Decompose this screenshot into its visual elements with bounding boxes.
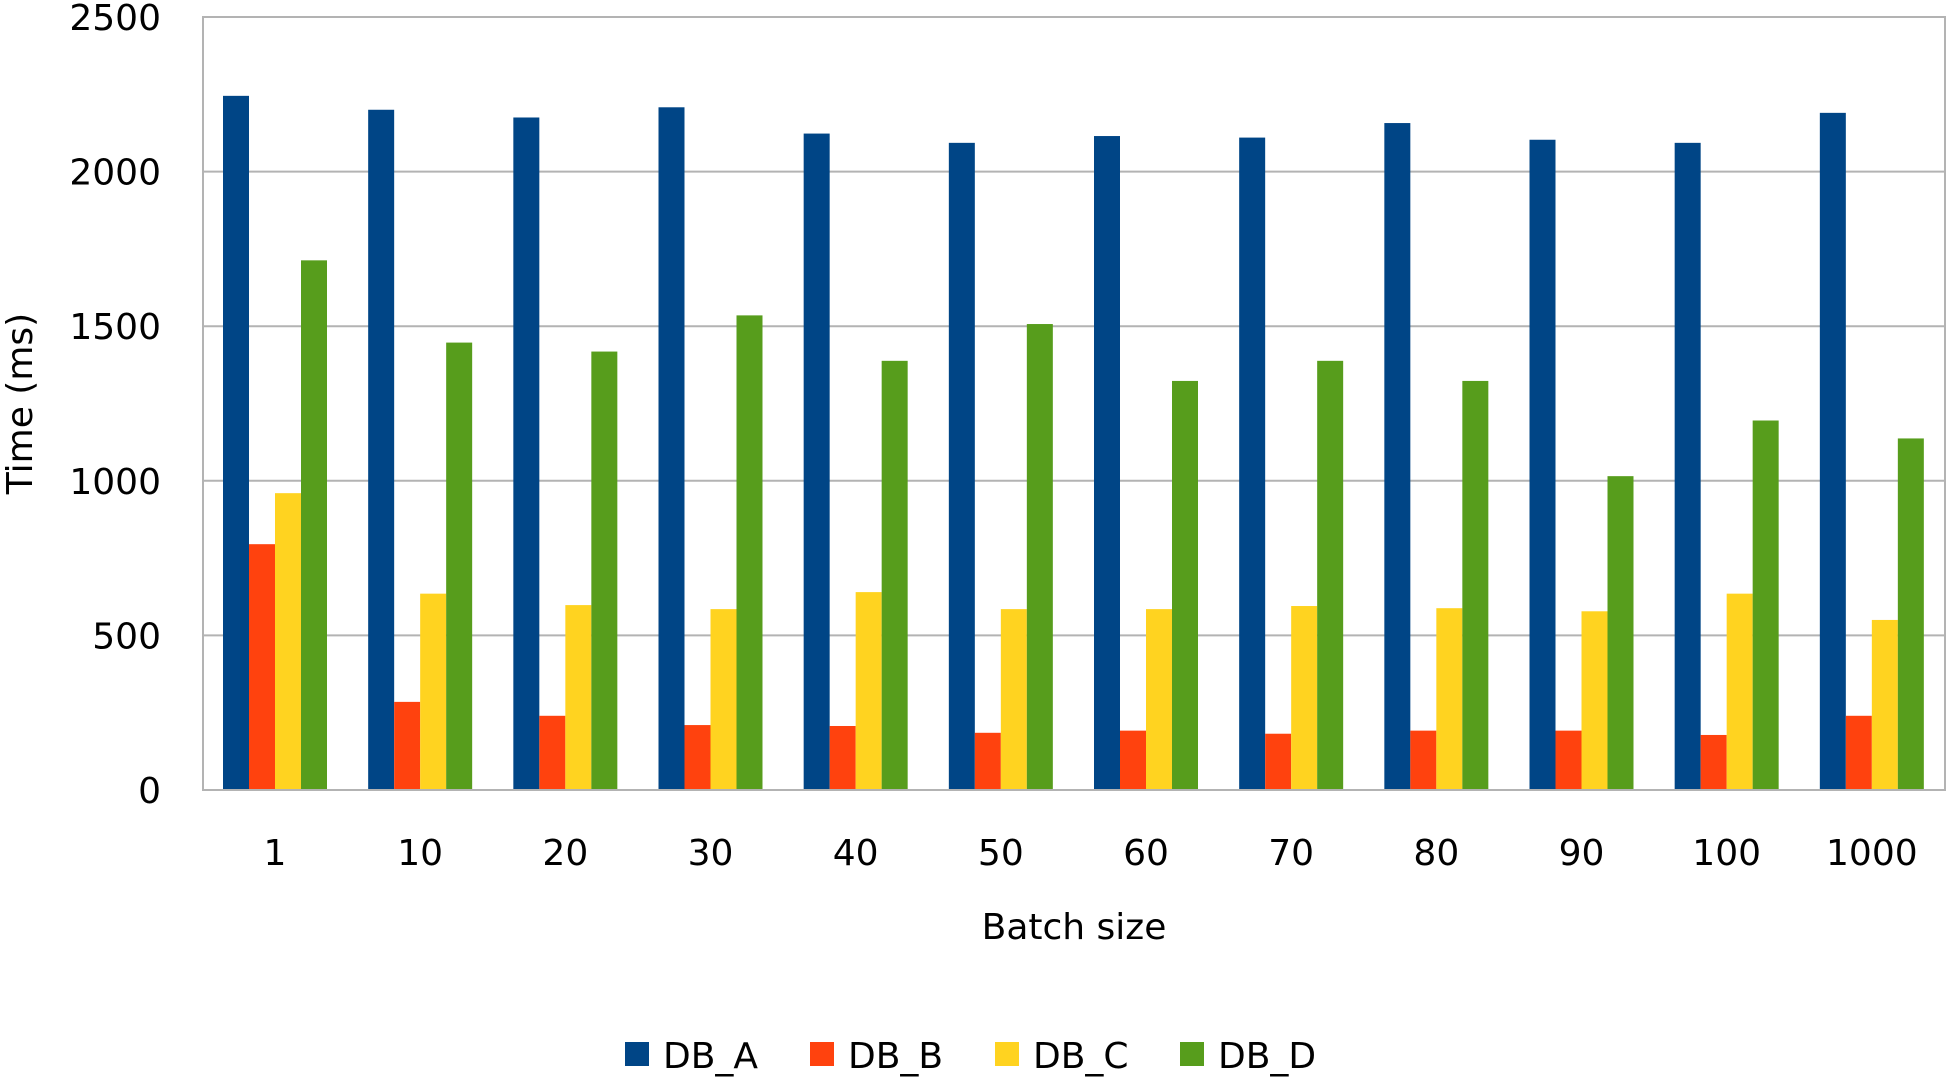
- legend-item-db-b: DB_B: [810, 1036, 943, 1077]
- y-tick-label: 2000: [69, 153, 161, 194]
- bar-db-c: [855, 592, 882, 790]
- bar-db-a: [803, 133, 830, 790]
- bar-db-b: [829, 725, 856, 790]
- bar-db-c: [1871, 619, 1898, 790]
- bar-db-d: [1897, 438, 1924, 790]
- bar-group: [1819, 112, 1924, 791]
- bar-group: [1529, 139, 1634, 791]
- legend-label: DB_B: [848, 1036, 943, 1077]
- bar-db-a: [1819, 112, 1846, 791]
- bar-group: [513, 117, 618, 791]
- bar-db-d: [1172, 380, 1198, 790]
- bars: [223, 95, 1924, 791]
- x-tick-label: 30: [688, 833, 734, 874]
- x-tick-label: 40: [833, 833, 879, 874]
- bar-db-c: [1146, 609, 1172, 790]
- bar-group: [368, 109, 473, 790]
- legend-label: DB_C: [1033, 1036, 1129, 1077]
- legend-swatch: [625, 1042, 649, 1066]
- bar-group: [658, 107, 763, 791]
- x-tick-label: 10: [397, 833, 443, 874]
- legend-item-db-a: DB_A: [625, 1036, 758, 1077]
- x-tick-label: 90: [1559, 833, 1605, 874]
- bar-db-b: [249, 544, 275, 790]
- bar-db-a: [658, 107, 685, 791]
- plot-area-frame: [202, 16, 1946, 791]
- bar-db-d: [301, 260, 327, 790]
- bar-db-d: [1026, 324, 1053, 790]
- bar-db-b: [1700, 734, 1727, 790]
- x-tick-label: 80: [1413, 833, 1459, 874]
- x-tick-label: 1000: [1826, 833, 1918, 874]
- bar-db-d: [736, 315, 763, 790]
- bar-db-b: [1410, 730, 1437, 790]
- x-tick-label: 100: [1692, 833, 1761, 874]
- bar-db-b: [684, 725, 711, 790]
- x-tick-label: 50: [978, 833, 1024, 874]
- legend-swatch: [1180, 1042, 1204, 1066]
- bar-db-c: [275, 493, 301, 790]
- bar-db-c: [1436, 608, 1463, 790]
- bar-db-b: [394, 701, 421, 790]
- bar-group: [1384, 123, 1489, 790]
- x-axis-ticks: 1 10 20 30 40 50 60 70 80 90 100 1000: [264, 833, 1918, 874]
- bar-db-a: [948, 142, 975, 790]
- bar-db-d: [1462, 380, 1489, 790]
- bar-db-c: [565, 605, 592, 790]
- bar-db-a: [513, 117, 540, 791]
- bar-db-b: [539, 715, 566, 790]
- x-tick-label: 20: [542, 833, 588, 874]
- legend-swatch: [810, 1042, 834, 1066]
- bar-db-c: [420, 593, 447, 790]
- bar-group: [803, 133, 908, 790]
- bar-db-c: [1581, 611, 1608, 790]
- legend-item-db-d: DB_D: [1180, 1036, 1316, 1077]
- bar-db-d: [1752, 420, 1779, 790]
- bar-db-a: [1094, 136, 1120, 791]
- bar-group: [1674, 142, 1779, 790]
- x-tick-label: 70: [1268, 833, 1314, 874]
- bar-db-b: [1120, 730, 1146, 790]
- bar-db-b: [974, 732, 1001, 790]
- bar-db-a: [223, 95, 249, 790]
- bar-db-a: [1529, 139, 1556, 791]
- bar-db-c: [1291, 606, 1318, 790]
- bar-db-c: [1000, 609, 1027, 790]
- legend-swatch: [995, 1042, 1019, 1066]
- legend: DB_A DB_B DB_C DB_D: [625, 1036, 1316, 1077]
- bar-db-a: [1384, 123, 1411, 790]
- bar-group: [948, 142, 1053, 790]
- y-axis-ticks: 0 500 1000 1500 2000 2500: [69, 0, 161, 812]
- y-tick-label: 1000: [69, 462, 161, 503]
- x-axis-title: Batch size: [982, 907, 1167, 948]
- y-tick-label: 2500: [69, 0, 161, 39]
- bar-db-d: [881, 360, 908, 790]
- bar-db-b: [1555, 730, 1582, 790]
- x-tick-label: 60: [1123, 833, 1169, 874]
- x-tick-label: 1: [264, 833, 287, 874]
- y-tick-label: 0: [138, 771, 161, 812]
- bar-db-a: [368, 109, 395, 790]
- bar-db-c: [710, 609, 737, 790]
- bar-db-c: [1726, 593, 1753, 790]
- bar-group: [1239, 137, 1344, 790]
- legend-item-db-c: DB_C: [995, 1036, 1129, 1077]
- bar-db-d: [446, 342, 473, 790]
- y-axis-title: Time (ms): [0, 313, 41, 495]
- bar-db-b: [1265, 733, 1292, 790]
- bar-db-b: [1845, 715, 1872, 790]
- y-tick-label: 1500: [69, 307, 161, 348]
- bar-db-d: [1607, 476, 1634, 790]
- y-tick-label: 500: [92, 616, 161, 657]
- bar-db-a: [1674, 142, 1701, 790]
- legend-label: DB_D: [1218, 1036, 1316, 1077]
- bar-group: [223, 95, 327, 790]
- bar-db-a: [1239, 137, 1266, 790]
- bar-db-d: [591, 351, 618, 790]
- legend-label: DB_A: [663, 1036, 758, 1077]
- bar-db-d: [1317, 360, 1344, 790]
- bar-group: [1094, 136, 1198, 791]
